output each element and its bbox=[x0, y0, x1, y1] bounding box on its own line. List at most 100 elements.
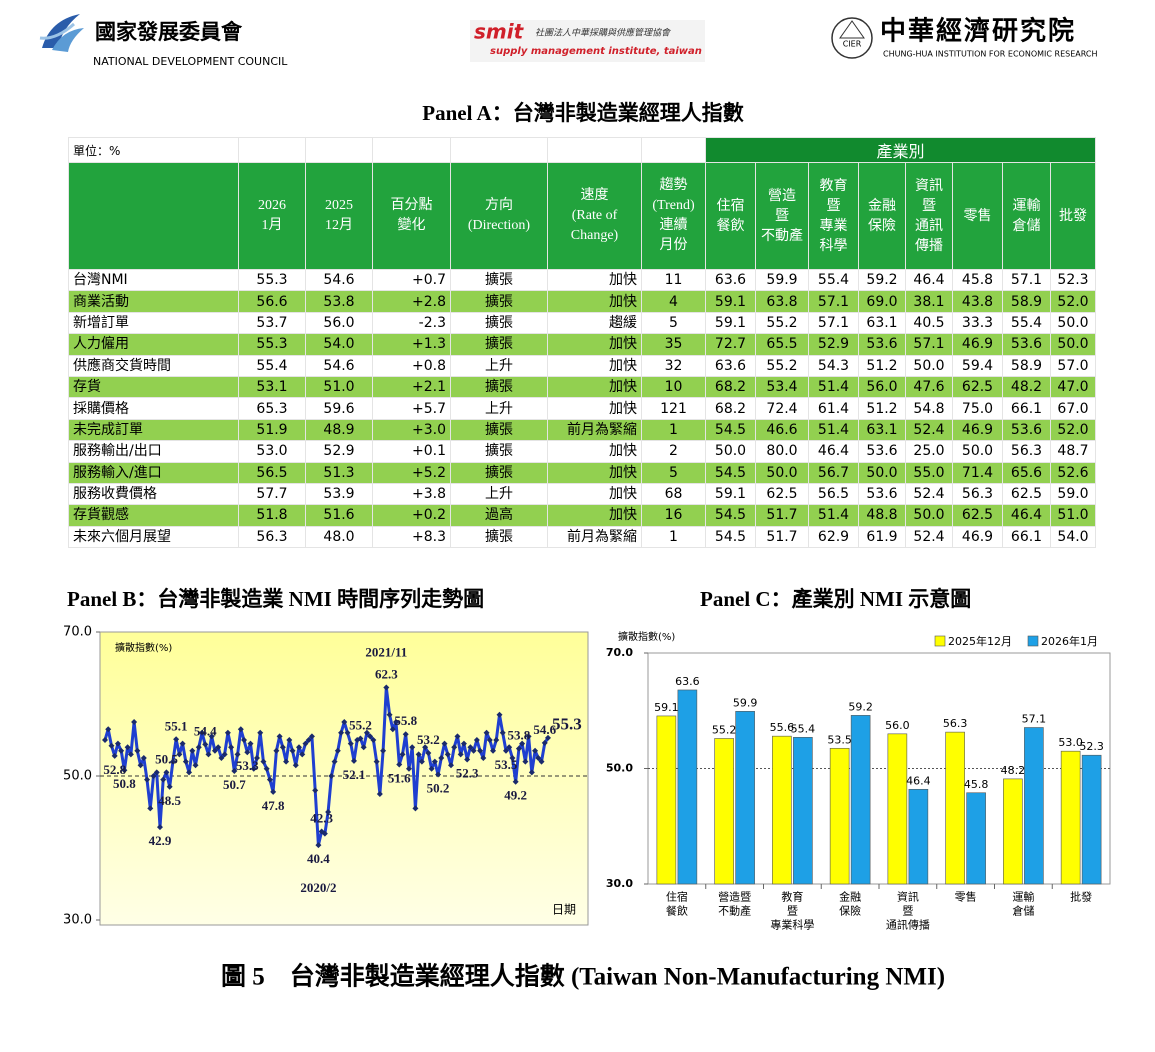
cier-english: CHUNG-HUA INSTITUTION FOR ECONOMIC RESEA… bbox=[883, 50, 1097, 59]
point bbox=[137, 762, 144, 769]
value-label: 59.9 bbox=[733, 696, 758, 709]
legend-label: 2025年12月 bbox=[948, 634, 1012, 648]
column-header-line: (Rate of bbox=[571, 208, 618, 223]
value-annotation: 50.7 bbox=[223, 777, 246, 792]
panel-c-title: Panel C：產業別 NMI 示意圖 bbox=[700, 587, 971, 611]
column-header-line: 住宿 bbox=[716, 198, 745, 214]
table-cell: +5.7 bbox=[372, 397, 451, 420]
table-cell: 66.1 bbox=[1002, 397, 1051, 420]
point bbox=[425, 749, 432, 756]
table-cell: +0.1 bbox=[372, 440, 451, 463]
bar bbox=[735, 711, 755, 885]
bar bbox=[908, 788, 929, 885]
table-cell: 50.0 bbox=[1049, 311, 1097, 335]
table-cell: 47.0 bbox=[1049, 375, 1097, 399]
table-cell: 55.4 bbox=[238, 354, 306, 377]
column-header: 資訊暨通訊 傳播 bbox=[905, 162, 953, 270]
x-tick-label: 暨 bbox=[902, 905, 913, 918]
point bbox=[250, 765, 257, 772]
table-cell: 62.5 bbox=[755, 482, 809, 506]
point bbox=[506, 744, 513, 751]
table-cell: 61.9 bbox=[858, 525, 906, 549]
table-cell: 50.0 bbox=[755, 461, 809, 484]
point bbox=[182, 758, 189, 765]
point bbox=[325, 809, 332, 815]
column-header-line: 趨勢 bbox=[659, 178, 688, 193]
point bbox=[464, 756, 471, 763]
table-cell: 57.1 bbox=[808, 311, 859, 335]
table-cell: 63.6 bbox=[705, 354, 756, 377]
value-label: 46.4 bbox=[906, 774, 931, 787]
column-header-line: 暨 bbox=[826, 198, 841, 214]
table-cell: 63.1 bbox=[858, 418, 906, 442]
cier-badge: CIER bbox=[843, 40, 862, 49]
table-cell: 51.4 bbox=[808, 418, 859, 442]
point bbox=[160, 776, 167, 783]
table-cell: 1 bbox=[641, 418, 706, 442]
table-cell: 57.1 bbox=[808, 290, 859, 313]
table-cell: 53.4 bbox=[755, 375, 809, 399]
table-cell: 55.2 bbox=[755, 354, 809, 377]
point bbox=[276, 733, 283, 740]
table-cell: 加快 bbox=[547, 461, 642, 484]
table-cell: 57.7 bbox=[238, 482, 306, 506]
point bbox=[134, 747, 141, 754]
point bbox=[211, 747, 218, 754]
point bbox=[409, 744, 416, 751]
table-cell: 擴張 bbox=[450, 440, 548, 463]
point bbox=[221, 751, 228, 758]
point bbox=[477, 747, 484, 754]
table-cell: 65.6 bbox=[1002, 461, 1051, 484]
table-cell: 擴張 bbox=[450, 333, 548, 356]
column-header-line: 連續 bbox=[659, 218, 688, 233]
cier-logo-mark bbox=[839, 20, 865, 39]
table-cell: 52.4 bbox=[905, 418, 953, 442]
point bbox=[131, 719, 138, 725]
column-header-line: 通訊 bbox=[915, 218, 943, 234]
x-tick-label: 暨 bbox=[787, 905, 798, 918]
table-cell: 55.3 bbox=[238, 268, 306, 292]
column-header-line: 傳播 bbox=[915, 238, 943, 254]
value-annotation: 53.5 bbox=[495, 757, 518, 772]
table-cell: +2.1 bbox=[372, 375, 451, 399]
point bbox=[363, 729, 370, 736]
value-label: 55.6 bbox=[770, 721, 795, 734]
column-header: 趨勢 (Trend) 連續 月份 bbox=[641, 162, 706, 270]
point bbox=[111, 752, 118, 759]
table-cell: 51.6 bbox=[305, 504, 373, 527]
blank-cell bbox=[238, 137, 306, 163]
point bbox=[545, 734, 551, 741]
table-cell: 56.0 bbox=[858, 375, 906, 399]
table-cell: 51.0 bbox=[1049, 504, 1097, 527]
column-header-line: 金融 bbox=[868, 198, 896, 214]
point bbox=[153, 769, 160, 776]
point bbox=[331, 758, 338, 765]
point bbox=[532, 747, 539, 754]
point bbox=[228, 744, 235, 751]
table-cell: 65.5 bbox=[755, 333, 809, 356]
bar bbox=[850, 715, 871, 885]
table-cell: 加快 bbox=[547, 440, 642, 463]
value-label: 55.2 bbox=[712, 723, 737, 736]
table-cell: 32 bbox=[641, 354, 706, 377]
column-header: 方向 (Direction) bbox=[450, 162, 548, 270]
table-cell: 加快 bbox=[547, 375, 642, 399]
row-label: 供應商交貨時間 bbox=[68, 354, 239, 377]
table-cell: 47.6 bbox=[905, 375, 953, 399]
table-cell: 50.0 bbox=[705, 440, 756, 463]
table-cell: 5 bbox=[641, 311, 706, 335]
ndc-english: NATIONAL DEVELOPMENT COUNCIL bbox=[93, 55, 288, 68]
point bbox=[386, 711, 393, 718]
point bbox=[266, 776, 273, 783]
column-header-line: (Trend) bbox=[652, 198, 695, 213]
point bbox=[541, 739, 548, 746]
point bbox=[102, 737, 108, 743]
table-cell: 51.8 bbox=[238, 504, 306, 527]
table-cell: 52.0 bbox=[1049, 290, 1097, 313]
table-cell: 59.6 bbox=[305, 397, 373, 420]
table-cell: 53.7 bbox=[238, 311, 306, 335]
table-cell: 46.6 bbox=[755, 418, 809, 442]
table-cell: 前月為緊縮 bbox=[547, 525, 642, 549]
point bbox=[499, 729, 506, 736]
row-label: 採購價格 bbox=[68, 397, 239, 420]
